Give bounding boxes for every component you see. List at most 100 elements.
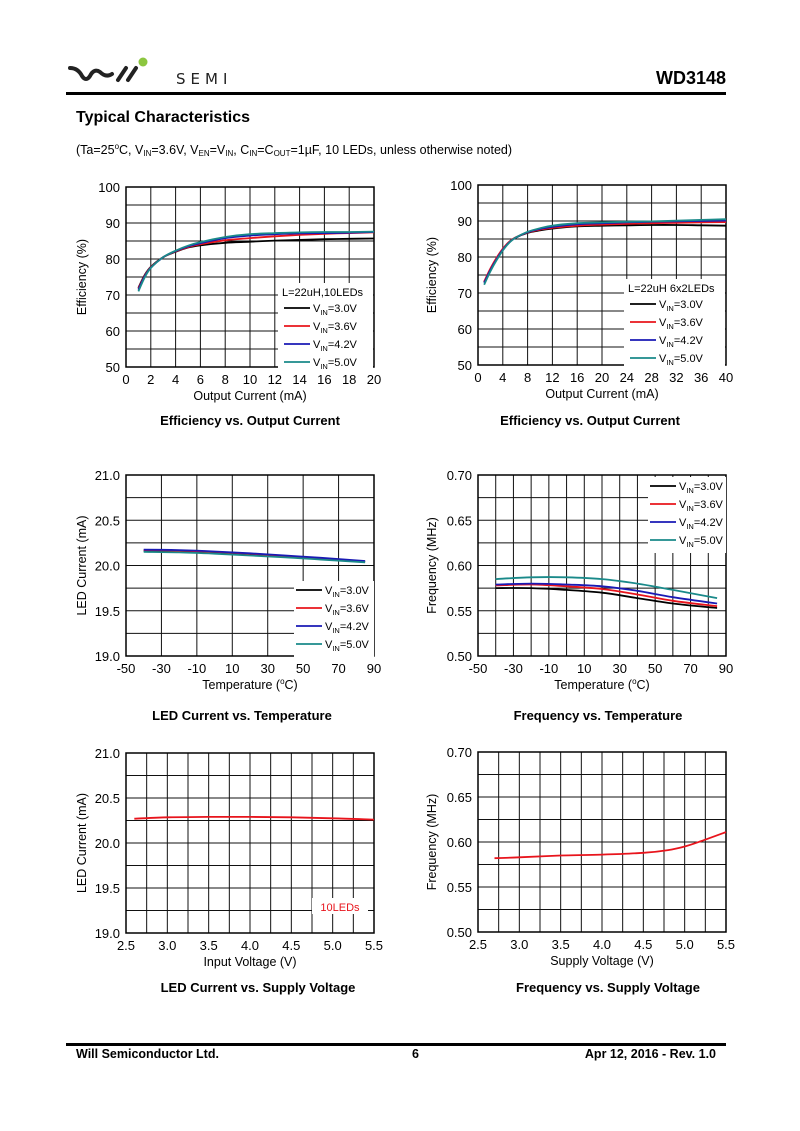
- willsemi-logo-icon: [68, 57, 148, 82]
- x-tick-label: -10: [187, 661, 206, 676]
- x-tick-label: 3.5: [200, 938, 218, 953]
- legend: VIN=3.0V VIN=3.6V VIN=4.2V VIN=5.0V: [648, 477, 726, 553]
- y-axis-label: Efficiency (%): [425, 237, 439, 313]
- x-tick-label: 8: [222, 372, 229, 387]
- x-tick-label: 3.0: [158, 938, 176, 953]
- series-line-vin-4-2v: [143, 548, 366, 562]
- x-tick-label: 16: [317, 372, 331, 387]
- x-tick-label: -30: [152, 661, 171, 676]
- series-line-vin-4-2v: [495, 582, 718, 605]
- legend-label: VIN=3.6V: [659, 317, 704, 331]
- y-axis-label: Frequency (MHz): [425, 794, 439, 891]
- x-tick-label: 24: [620, 370, 634, 385]
- caption-frequency-vs-supply-voltage: Frequency vs. Supply Voltage: [516, 980, 700, 995]
- x-tick-label: 5.5: [717, 937, 735, 952]
- y-tick-label: 100: [450, 178, 472, 193]
- x-tick-label: 5.5: [365, 938, 383, 953]
- y-tick-label: 80: [106, 252, 120, 267]
- x-tick-label: 4.5: [634, 937, 652, 952]
- y-tick-label: 19.0: [95, 649, 120, 664]
- x-tick-label: 30: [260, 661, 274, 676]
- x-tick-label: 3.5: [552, 937, 570, 952]
- footer-rule: [66, 1043, 726, 1046]
- y-tick-label: 0.50: [447, 649, 472, 664]
- legend-label: VIN=3.0V: [325, 585, 370, 599]
- y-tick-label: 0.65: [447, 790, 472, 805]
- x-tick-label: 28: [644, 370, 658, 385]
- annotation-background: [312, 898, 368, 914]
- part-number: WD3148: [655, 68, 726, 88]
- x-tick-label: 90: [367, 661, 381, 676]
- footer-date-revision: Apr 12, 2016 - Rev. 1.0: [584, 1047, 716, 1061]
- x-tick-label: 16: [570, 370, 584, 385]
- x-tick-label: -50: [469, 661, 488, 676]
- legend-label: VIN=3.6V: [313, 321, 358, 335]
- chart-efficiency-10leds: 50 60 70 80 90 100 0 2 4 6 8 10 12 14 16 18 20 Output Cur…: [75, 180, 381, 403]
- x-tick-label: 30: [612, 661, 626, 676]
- legend-title: L=22uH 6x2LEDs: [628, 283, 715, 295]
- caption-led-current-vs-supply-voltage: LED Current vs. Supply Voltage: [160, 980, 356, 995]
- legend-label: VIN=5.0V: [659, 353, 704, 367]
- y-tick-label: 0.50: [447, 925, 472, 940]
- x-tick-label: 4.5: [282, 938, 300, 953]
- y-tick-label: 0.70: [447, 745, 472, 760]
- annotation-label: 10LEDs: [320, 902, 360, 914]
- legend-label: VIN=3.0V: [659, 299, 704, 313]
- y-tick-label: 19.5: [95, 881, 120, 896]
- y-tick-label: 0.60: [447, 559, 472, 574]
- y-tick-label: 80: [458, 250, 472, 265]
- page-header: SEMI WD3148: [66, 56, 726, 96]
- y-tick-label: 70: [106, 288, 120, 303]
- x-tick-label: -30: [504, 661, 523, 676]
- chart-frequency-vs-supply-voltage: 0.50 0.55 0.60 0.65 0.70 2.5 3.0 3.5 4.0 4.5 5.0 5.…: [425, 745, 735, 968]
- x-tick-label: 2.5: [469, 937, 487, 952]
- series-line-vin-3-0v: [137, 237, 375, 289]
- x-tick-label: 12: [268, 372, 282, 387]
- x-tick-label: 70: [683, 661, 697, 676]
- y-tick-label: 100: [98, 180, 120, 195]
- plot-frame: [477, 474, 727, 657]
- x-tick-label: 8: [524, 370, 531, 385]
- caption-efficiency-6x2leds: Efficiency vs. Output Current: [500, 413, 680, 428]
- legend-label: VIN=3.6V: [679, 499, 724, 513]
- y-tick-label: 0.65: [447, 513, 472, 528]
- legend-label: VIN=5.0V: [679, 535, 724, 549]
- series-line-vin-5-0v: [137, 230, 375, 292]
- footer-page-number: 6: [412, 1047, 419, 1061]
- x-axis-label: Output Current (mA): [193, 389, 306, 403]
- y-tick-label: 21.0: [95, 468, 120, 483]
- x-tick-label: 10: [225, 661, 239, 676]
- y-axis-label: Frequency (MHz): [425, 517, 439, 614]
- legend-background: [624, 279, 725, 371]
- y-tick-label: 0.55: [447, 880, 472, 895]
- test-conditions: (Ta=25oC, VIN=3.6V, VEN=VIN, CIN=COUT=1µ…: [76, 142, 513, 159]
- y-axis-label: LED Current (mA): [75, 793, 89, 893]
- x-tick-label: 36: [694, 370, 708, 385]
- x-tick-label: 10: [577, 661, 591, 676]
- series-line-10leds: [134, 815, 375, 821]
- x-tick-label: 2: [147, 372, 154, 387]
- x-tick-label: 12: [545, 370, 559, 385]
- x-tick-label: 20: [367, 372, 381, 387]
- x-axis-label: Supply Voltage (V): [550, 954, 654, 968]
- x-tick-label: 10: [243, 372, 257, 387]
- y-tick-label: 70: [458, 286, 472, 301]
- x-axis-label: Output Current (mA): [545, 387, 658, 401]
- y-tick-label: 0.60: [447, 835, 472, 850]
- caption-efficiency-10leds: Efficiency vs. Output Current: [160, 413, 340, 428]
- x-tick-label: 50: [296, 661, 310, 676]
- x-tick-label: 32: [669, 370, 683, 385]
- legend-label: VIN=4.2V: [659, 335, 704, 349]
- x-tick-label: 0: [474, 370, 481, 385]
- y-tick-label: 60: [458, 322, 472, 337]
- y-tick-label: 0.70: [447, 468, 472, 483]
- y-tick-label: 20.5: [95, 791, 120, 806]
- chart-led-current-vs-supply-voltage: 19.0 19.5 20.0 20.5 21.0 2.5 3.0 3.5 4.0 4.5 5.0 5.…: [75, 746, 383, 969]
- x-axis-label: Input Voltage (V): [203, 955, 296, 969]
- x-tick-label: 70: [331, 661, 345, 676]
- x-tick-label: 40: [719, 370, 733, 385]
- caption-frequency-vs-temperature: Frequency vs. Temperature: [513, 708, 683, 723]
- legend: VIN=3.0V VIN=3.6V VIN=4.2V VIN=5.0V: [294, 581, 374, 657]
- y-tick-label: 0.55: [447, 604, 472, 619]
- x-tick-label: 6: [197, 372, 204, 387]
